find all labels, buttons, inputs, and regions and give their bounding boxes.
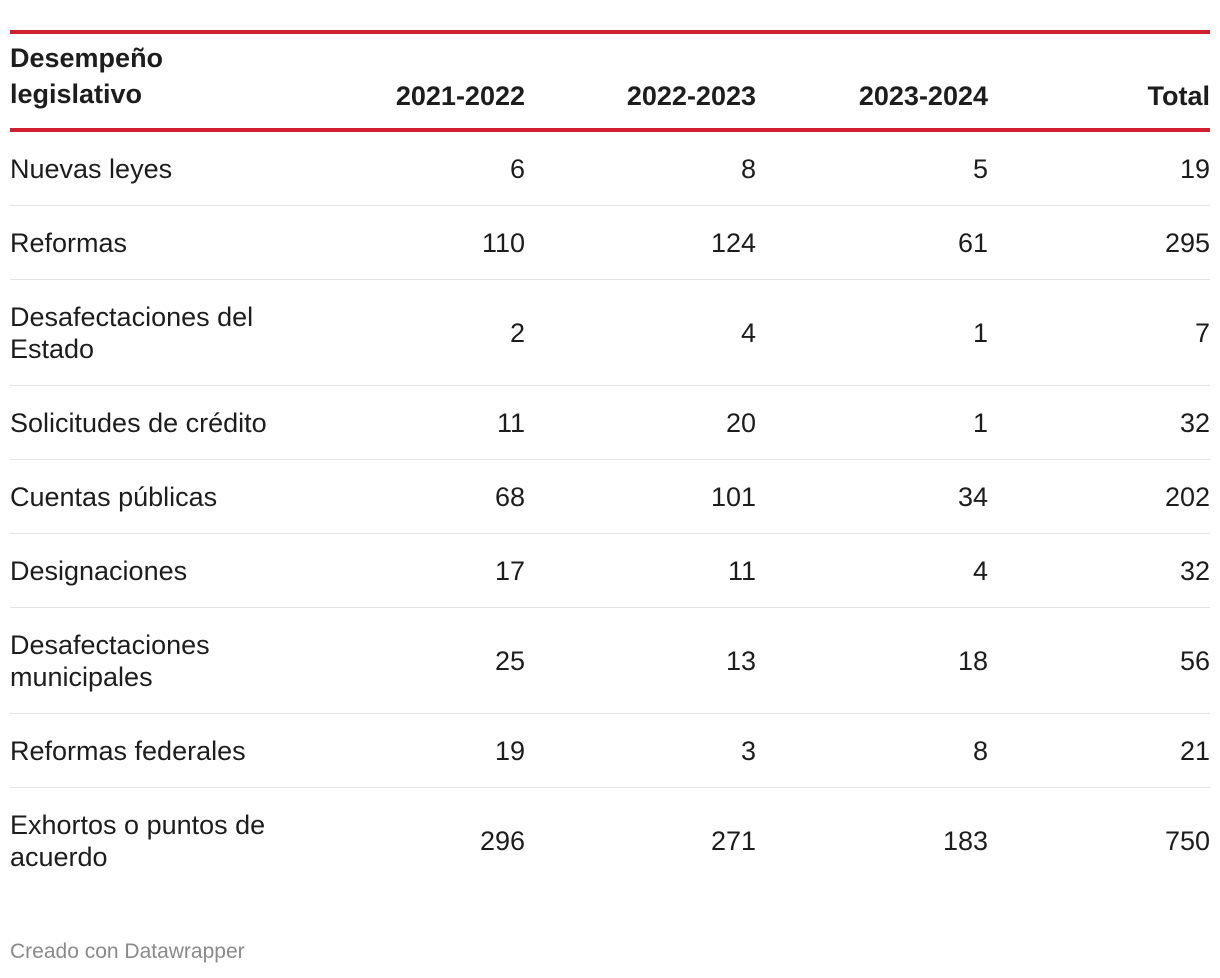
table-row: Solicitudes de crédito 11 20 1 32 <box>10 386 1210 460</box>
value-cell: 18 <box>957 645 988 676</box>
row-label: Reformas <box>10 227 128 258</box>
value-cell: 25 <box>494 645 525 676</box>
value-cell: 124 <box>710 227 756 258</box>
row-label: Cuentas públicas <box>10 481 218 512</box>
value-cell: 7 <box>1194 317 1210 348</box>
row-label: Solicitudes de crédito <box>10 407 267 438</box>
table-row: Reformas 110 124 61 295 <box>10 206 1210 280</box>
header-cell-2021-2022: 2021-2022 <box>395 81 525 111</box>
value-cell: 34 <box>957 481 988 512</box>
value-cell: 8 <box>972 735 988 766</box>
table-row: Exhortos o puntos de acuerdo 296 271 183 750 <box>10 788 1210 894</box>
table-row: Designaciones 17 11 4 32 <box>10 534 1210 608</box>
value-cell: 5 <box>972 153 988 184</box>
value-cell: 19 <box>494 735 525 766</box>
value-cell: 4 <box>740 317 756 348</box>
value-cell: 4 <box>972 555 988 586</box>
table-row: Reformas federales 19 3 8 21 <box>10 714 1210 788</box>
value-cell: 19 <box>1179 153 1210 184</box>
value-cell: 21 <box>1179 735 1210 766</box>
credit-footer: Creado con Datawrapper <box>10 940 245 963</box>
value-cell: 68 <box>494 481 525 512</box>
value-cell: 183 <box>942 826 988 856</box>
value-cell: 296 <box>479 826 525 856</box>
value-cell: 2 <box>509 317 525 348</box>
table-body: Nuevas leyes 6 8 5 19 Reformas 110 124 61 295 Desa… <box>10 132 1210 894</box>
header-cell-total: Total <box>1147 81 1211 111</box>
value-cell: 202 <box>1164 481 1210 512</box>
value-cell: 1 <box>972 407 988 438</box>
row-label: Reformas federales <box>10 735 246 766</box>
value-cell: 750 <box>1164 826 1210 856</box>
value-cell: 8 <box>740 153 756 184</box>
row-label: Designaciones <box>10 555 188 586</box>
table-row: Desafectaciones del Estado 2 4 1 7 <box>10 280 1210 386</box>
value-cell: 110 <box>481 227 525 258</box>
value-cell: 295 <box>1164 227 1210 258</box>
data-table: Desempeño legislativo 2021-2022 2022-202… <box>10 30 1210 894</box>
value-cell: 6 <box>509 153 525 184</box>
value-cell: 17 <box>494 555 525 586</box>
value-cell: 101 <box>710 481 756 512</box>
row-label: Nuevas leyes <box>10 153 173 184</box>
value-cell: 20 <box>725 407 756 438</box>
table-row: Desafectaciones municipales 25 13 18 56 <box>10 608 1210 714</box>
row-label: Desafectaciones del Estado <box>10 301 254 364</box>
row-label: Desafectaciones municipales <box>10 629 210 692</box>
value-cell: 32 <box>1179 555 1210 586</box>
table-header: Desempeño legislativo 2021-2022 2022-202… <box>10 30 1210 132</box>
value-cell: 61 <box>957 227 988 258</box>
value-cell: 11 <box>496 407 525 438</box>
header-cell-2022-2023: 2022-2023 <box>626 81 756 111</box>
value-cell: 3 <box>740 735 756 766</box>
table-row: Cuentas públicas 68 101 34 202 <box>10 460 1210 534</box>
value-cell: 13 <box>725 645 756 676</box>
value-cell: 32 <box>1179 407 1210 438</box>
value-cell: 271 <box>710 826 756 856</box>
header-cell-2023-2024: 2023-2024 <box>858 81 988 111</box>
value-cell: 1 <box>972 317 988 348</box>
value-cell: 11 <box>727 555 756 586</box>
table-row: Nuevas leyes 6 8 5 19 <box>10 132 1210 206</box>
row-label: Exhortos o puntos de acuerdo <box>10 810 266 872</box>
header-cell-category: Desempeño legislativo <box>10 43 164 109</box>
value-cell: 56 <box>1179 645 1210 676</box>
